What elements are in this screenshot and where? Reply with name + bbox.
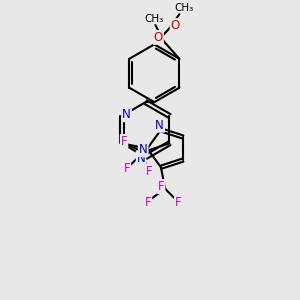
- Text: F: F: [158, 180, 164, 193]
- Text: N: N: [155, 119, 164, 132]
- Text: F: F: [124, 162, 130, 175]
- Text: F: F: [145, 196, 151, 209]
- Text: N: N: [122, 108, 131, 121]
- Text: CH₃: CH₃: [144, 14, 164, 24]
- Text: O: O: [154, 31, 163, 44]
- Text: F: F: [175, 196, 181, 209]
- Text: F: F: [146, 165, 152, 178]
- Text: N: N: [137, 152, 146, 165]
- Text: N: N: [139, 143, 148, 156]
- Text: F: F: [121, 135, 128, 148]
- Text: CH₃: CH₃: [174, 3, 194, 13]
- Text: O: O: [170, 19, 180, 32]
